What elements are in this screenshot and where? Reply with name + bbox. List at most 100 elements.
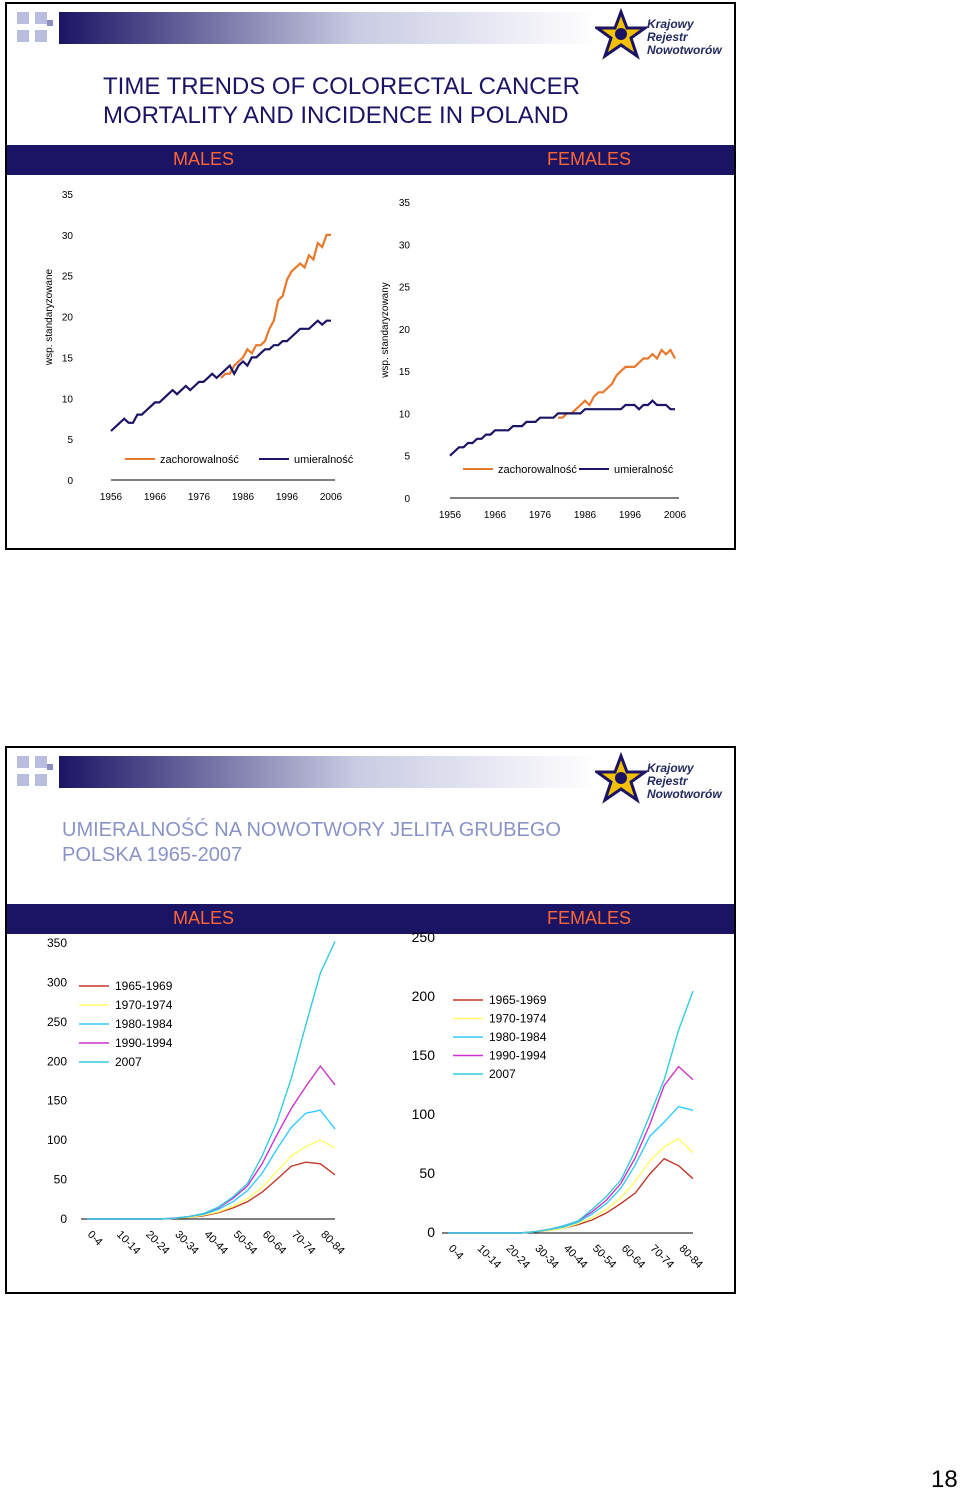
gender-band: MALES FEMALES (7, 904, 734, 934)
logo-line-2: Rejestr (647, 30, 688, 44)
y-tick-label: 20 (399, 325, 411, 336)
y-tick-label: 35 (62, 190, 74, 201)
legend-label: umieralność (614, 464, 674, 476)
series-line (558, 348, 676, 419)
slide-mortality-by-age: Krajowy Rejestr Nowotworów UMIERALNOŚĆ N… (5, 746, 736, 1294)
y-tick-label: 15 (399, 367, 411, 378)
legend-label: 1970-1974 (115, 998, 173, 1012)
x-tick-label: 60-64 (260, 1229, 288, 1257)
y-tick-label: 0 (60, 1212, 67, 1226)
legend-label: 2007 (115, 1055, 142, 1069)
legend-label: zachorowalność (498, 464, 577, 476)
series-line (448, 1157, 694, 1234)
chart-females-trends: 0 5 10 15 20 25 30 35 wsp. standaryzowany 1956 196… (380, 198, 687, 521)
series-line (220, 233, 331, 379)
chart-males-age-mortality: 0 50 100 150 200 250 300 350 0-4 10-14 20-24 30-34 4… (47, 936, 347, 1257)
gender-band: MALES FEMALES (7, 145, 734, 175)
legend-label: 1980-1984 (489, 1030, 547, 1044)
x-tick-label: 1996 (619, 510, 642, 521)
x-tick-label: 70-74 (648, 1243, 676, 1271)
slide-title: UMIERALNOŚĆ NA NOWOTWORY JELITA GRUBEGO … (62, 818, 561, 868)
page-number: 18 (931, 1466, 958, 1493)
x-tick-label: 1976 (529, 510, 552, 521)
y-tick-label: 250 (47, 1015, 67, 1029)
slide-header-decoration (17, 12, 599, 44)
x-tick-label: 1986 (574, 510, 597, 521)
series-line (87, 1139, 336, 1220)
slide-title-line-2: MORTALITY AND INCIDENCE IN POLAND (103, 102, 569, 129)
y-tick-label: 150 (412, 1047, 436, 1063)
x-tick-label: 10-14 (475, 1243, 503, 1271)
y-tick-label: 250 (412, 929, 436, 945)
legend-label: 1990-1994 (489, 1049, 547, 1063)
logo-line-3: Nowotworów (647, 43, 722, 57)
logo-line-1: Krajowy (647, 17, 694, 31)
x-tick-label: 60-64 (619, 1243, 647, 1271)
x-tick-label: 2006 (320, 492, 343, 503)
chart-males-trends: 0 5 10 15 20 25 30 35 wsp. standaryzowane 1956 196… (44, 190, 354, 503)
band-label-females: FEMALES (547, 149, 632, 169)
x-tick-label: 1956 (439, 510, 462, 521)
y-tick-label: 50 (419, 1165, 435, 1181)
x-tick-label: 1976 (188, 492, 211, 503)
x-tick-label: 2006 (664, 510, 687, 521)
legend-label: 2007 (489, 1067, 516, 1081)
x-tick-label: 20-24 (504, 1243, 532, 1271)
x-tick-label: 20-24 (143, 1229, 171, 1257)
slide-time-trends: Krajowy Rejestr Nowotworów TIME TRENDS O… (5, 2, 736, 550)
y-tick-label: 35 (399, 198, 411, 209)
logo-line-3: Nowotworów (647, 787, 722, 801)
y-tick-label: 50 (54, 1173, 68, 1187)
series-line (448, 1105, 694, 1234)
series-line (448, 1137, 694, 1234)
y-tick-label: 25 (399, 283, 411, 294)
band-label-females: FEMALES (547, 908, 632, 928)
y-tick-label: 200 (47, 1054, 67, 1068)
x-tick-label: 1986 (232, 492, 255, 503)
slide-title: TIME TRENDS OF COLORECTAL CANCER MORTALI… (103, 72, 580, 130)
y-tick-label: 0 (67, 476, 73, 487)
x-tick-label: 40-44 (202, 1229, 230, 1257)
band-label-males: MALES (173, 908, 235, 928)
y-tick-label: 25 (62, 272, 74, 283)
y-tick-label: 30 (399, 240, 411, 251)
x-tick-label: 10-14 (114, 1229, 142, 1257)
star-logo-icon (592, 7, 650, 60)
series-line (449, 399, 675, 457)
y-tick-label: 15 (62, 353, 74, 364)
y-tick-label: 300 (47, 975, 67, 989)
y-tick-label: 0 (404, 494, 410, 505)
y-tick-label: 30 (62, 231, 74, 242)
legend-label: 1980-1984 (115, 1017, 173, 1031)
y-tick-label: 350 (47, 936, 67, 950)
series-line (87, 941, 336, 1220)
y-tick-label: 10 (399, 409, 411, 420)
y-tick-label: 0 (427, 1224, 435, 1240)
y-tick-label: 100 (412, 1106, 436, 1122)
y-axis-title: wsp. standaryzowane (44, 268, 55, 366)
legend-label: 1965-1969 (115, 979, 173, 993)
x-tick-label: 0-4 (85, 1229, 105, 1249)
y-tick-label: 200 (412, 988, 436, 1004)
y-axis-title: wsp. standaryzowany (380, 282, 391, 379)
x-tick-label: 1996 (276, 492, 299, 503)
legend-label: zachorowalność (160, 454, 239, 466)
slide-header-decoration (17, 756, 599, 788)
logo-line-1: Krajowy (647, 761, 694, 775)
series-line (110, 319, 331, 432)
y-tick-label: 5 (404, 452, 410, 463)
x-tick-label: 70-74 (289, 1229, 317, 1257)
x-tick-label: 50-54 (231, 1229, 259, 1257)
slide-title-line-2: POLSKA 1965-2007 (62, 844, 243, 866)
krajowy-rejestr-logo: Krajowy Rejestr Nowotworów (592, 751, 735, 810)
x-tick-label: 80-84 (676, 1243, 704, 1271)
legend-label: umieralność (294, 454, 354, 466)
series-line (448, 1065, 694, 1234)
legend-label: 1970-1974 (489, 1012, 547, 1026)
y-tick-label: 10 (62, 394, 74, 405)
slide-title-line-1: TIME TRENDS OF COLORECTAL CANCER (103, 73, 580, 100)
y-tick-label: 100 (47, 1133, 67, 1147)
logo-line-2: Rejestr (647, 774, 688, 788)
y-tick-label: 5 (67, 435, 73, 446)
x-tick-label: 30-34 (532, 1243, 560, 1271)
